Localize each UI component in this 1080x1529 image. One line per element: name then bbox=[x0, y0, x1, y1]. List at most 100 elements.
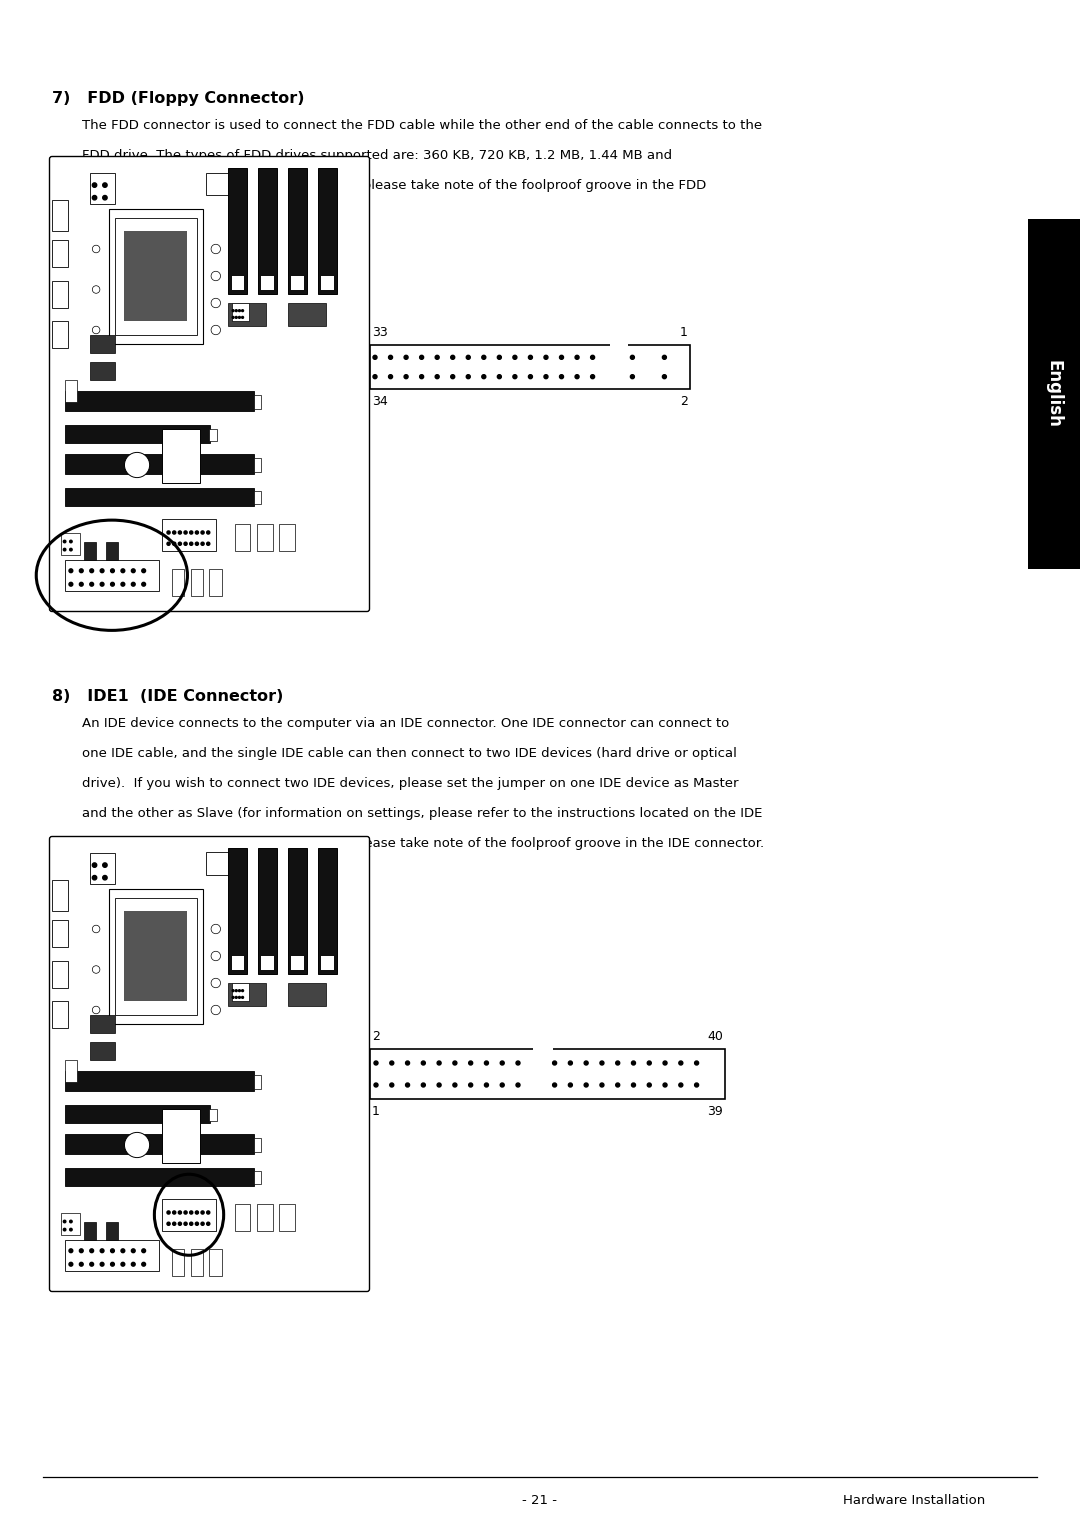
Circle shape bbox=[235, 317, 238, 318]
Text: 33: 33 bbox=[372, 326, 388, 339]
Circle shape bbox=[373, 375, 377, 379]
Circle shape bbox=[90, 583, 94, 586]
Circle shape bbox=[206, 543, 210, 546]
Circle shape bbox=[467, 355, 470, 359]
Circle shape bbox=[404, 375, 408, 379]
Circle shape bbox=[469, 1061, 473, 1066]
Bar bbox=[234, 523, 251, 550]
Circle shape bbox=[632, 1083, 635, 1087]
Circle shape bbox=[211, 271, 220, 281]
Circle shape bbox=[190, 543, 193, 546]
Circle shape bbox=[513, 375, 517, 379]
Circle shape bbox=[544, 355, 548, 359]
Bar bbox=[162, 1109, 200, 1164]
Text: 40: 40 bbox=[707, 1031, 723, 1043]
Circle shape bbox=[178, 531, 181, 534]
Circle shape bbox=[374, 1083, 378, 1087]
Circle shape bbox=[528, 375, 532, 379]
Text: 2: 2 bbox=[372, 1031, 380, 1043]
Bar bbox=[109, 888, 203, 1023]
Bar bbox=[1028, 219, 1080, 569]
Circle shape bbox=[242, 317, 243, 318]
Circle shape bbox=[178, 543, 181, 546]
Circle shape bbox=[239, 310, 241, 312]
Bar bbox=[206, 173, 234, 196]
Bar bbox=[254, 1171, 261, 1183]
Circle shape bbox=[482, 375, 486, 379]
Text: 39: 39 bbox=[707, 1105, 723, 1118]
Circle shape bbox=[92, 862, 97, 867]
Bar bbox=[288, 303, 326, 326]
Circle shape bbox=[647, 1061, 651, 1066]
Circle shape bbox=[69, 1263, 72, 1266]
Circle shape bbox=[103, 196, 107, 200]
Circle shape bbox=[516, 1083, 519, 1087]
Bar bbox=[52, 1001, 68, 1027]
Circle shape bbox=[389, 375, 392, 379]
Bar bbox=[257, 1203, 272, 1231]
Circle shape bbox=[132, 569, 135, 573]
Circle shape bbox=[239, 317, 241, 318]
Bar bbox=[83, 1222, 96, 1240]
Circle shape bbox=[184, 1222, 187, 1225]
Bar bbox=[370, 346, 690, 388]
Circle shape bbox=[631, 375, 634, 379]
Bar bbox=[90, 173, 114, 203]
Circle shape bbox=[69, 1228, 72, 1231]
Circle shape bbox=[679, 1083, 683, 1087]
Bar bbox=[254, 491, 261, 503]
Circle shape bbox=[631, 355, 634, 359]
Bar bbox=[210, 1249, 222, 1275]
Circle shape bbox=[500, 1083, 504, 1087]
FancyBboxPatch shape bbox=[50, 836, 369, 1292]
Text: The FDD connector is used to connect the FDD cable while the other end of the ca: The FDD connector is used to connect the… bbox=[82, 119, 762, 131]
Bar bbox=[234, 1203, 251, 1231]
Circle shape bbox=[201, 543, 204, 546]
Bar bbox=[52, 879, 68, 911]
Circle shape bbox=[110, 1249, 114, 1252]
Bar bbox=[258, 168, 278, 294]
Circle shape bbox=[64, 1228, 66, 1231]
Bar bbox=[52, 199, 68, 231]
Circle shape bbox=[195, 543, 199, 546]
Circle shape bbox=[599, 1083, 604, 1087]
Bar bbox=[210, 1109, 217, 1121]
Circle shape bbox=[239, 989, 241, 992]
Bar bbox=[106, 541, 118, 560]
Bar bbox=[228, 303, 266, 326]
Text: 2: 2 bbox=[680, 394, 688, 408]
Bar bbox=[319, 168, 337, 294]
Bar bbox=[228, 983, 266, 1006]
Bar bbox=[90, 335, 114, 353]
Circle shape bbox=[420, 375, 423, 379]
Circle shape bbox=[232, 310, 234, 312]
Bar bbox=[52, 920, 68, 946]
Circle shape bbox=[195, 1222, 199, 1225]
Bar bbox=[109, 208, 203, 344]
Circle shape bbox=[232, 317, 234, 318]
Circle shape bbox=[591, 375, 595, 379]
Circle shape bbox=[92, 196, 97, 200]
Bar bbox=[83, 541, 96, 560]
Circle shape bbox=[498, 355, 501, 359]
Circle shape bbox=[389, 355, 392, 359]
Circle shape bbox=[485, 1061, 488, 1066]
Circle shape bbox=[437, 1083, 441, 1087]
Circle shape bbox=[90, 1263, 94, 1266]
Circle shape bbox=[450, 375, 455, 379]
Bar bbox=[65, 1105, 210, 1122]
Bar bbox=[190, 1249, 203, 1275]
Circle shape bbox=[373, 355, 377, 359]
Circle shape bbox=[80, 569, 83, 573]
Bar bbox=[52, 960, 68, 988]
Circle shape bbox=[173, 531, 176, 534]
Bar bbox=[65, 1060, 77, 1083]
Circle shape bbox=[178, 1211, 181, 1214]
Circle shape bbox=[420, 355, 423, 359]
Text: 7)   FDD (Floppy Connector): 7) FDD (Floppy Connector) bbox=[52, 92, 305, 106]
Circle shape bbox=[450, 355, 455, 359]
Circle shape bbox=[568, 1061, 572, 1066]
Bar bbox=[65, 1133, 254, 1154]
Circle shape bbox=[235, 989, 238, 992]
Circle shape bbox=[90, 569, 94, 573]
